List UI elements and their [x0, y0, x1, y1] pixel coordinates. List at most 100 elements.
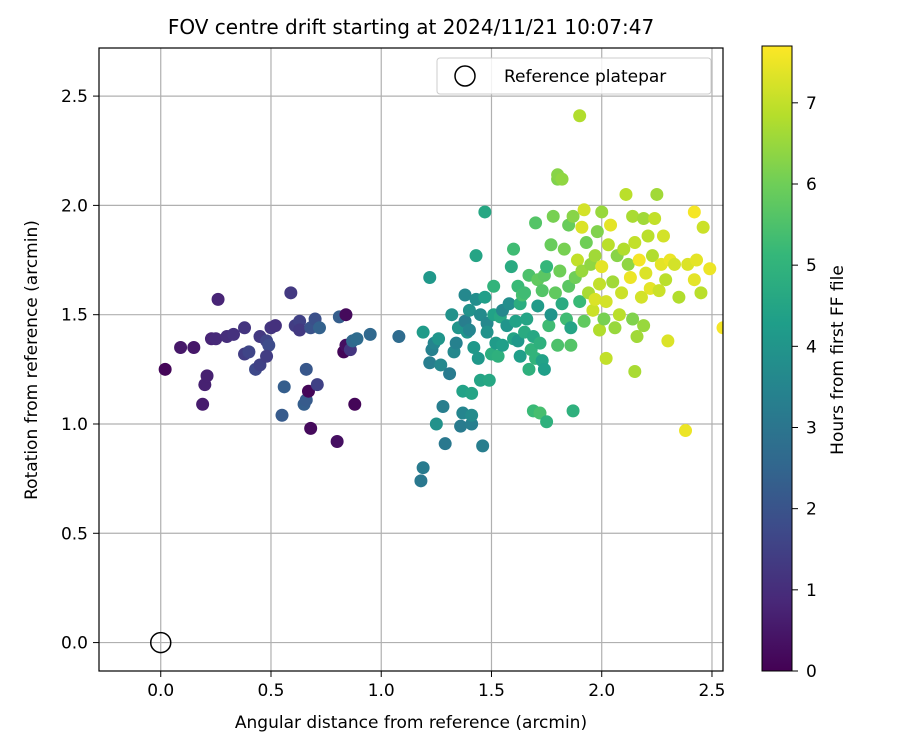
data-point	[606, 275, 620, 289]
data-point	[196, 397, 210, 411]
data-point	[621, 257, 635, 271]
x-tick-label: 0.5	[257, 681, 284, 701]
colorbar: 0 1 2 3 4 5 6 7 Hours from first FF file	[761, 45, 848, 682]
chart-title: FOV centre drift starting at 2024/11/21 …	[168, 15, 654, 39]
data-point	[504, 260, 518, 274]
data-point	[449, 336, 463, 350]
data-point	[529, 216, 543, 230]
data-point	[548, 286, 562, 300]
y-tick-label: 0.0	[61, 634, 88, 654]
data-point	[458, 288, 472, 302]
data-point	[480, 325, 494, 339]
legend: Reference platepar	[436, 57, 712, 95]
colorbar-ticks: 0 1 2 3 4 5 6 7	[792, 94, 817, 682]
data-point	[615, 286, 629, 300]
data-point	[667, 257, 681, 271]
data-point	[648, 212, 662, 226]
data-point	[577, 314, 591, 328]
data-point	[478, 290, 492, 304]
data-point	[227, 327, 241, 341]
data-point	[639, 266, 653, 280]
data-point	[630, 330, 644, 344]
plot-frame	[98, 47, 724, 672]
data-point	[158, 362, 172, 376]
data-point	[542, 319, 556, 333]
data-point	[573, 109, 587, 123]
data-point	[535, 284, 549, 298]
data-point	[595, 205, 609, 219]
data-point	[641, 229, 655, 243]
data-point	[564, 321, 578, 335]
data-point	[518, 286, 532, 300]
colorbar-label: Hours from first FF file	[828, 265, 848, 455]
data-point	[467, 340, 481, 354]
data-point	[544, 308, 558, 322]
data-point	[434, 358, 448, 372]
data-point	[531, 299, 545, 313]
data-point	[462, 323, 476, 337]
data-point	[573, 295, 587, 309]
data-point	[634, 290, 648, 304]
data-point	[687, 205, 701, 219]
data-point	[588, 249, 602, 263]
data-point	[268, 319, 282, 333]
data-point	[537, 362, 551, 376]
data-point	[628, 365, 642, 379]
data-point	[348, 397, 362, 411]
data-point	[238, 321, 252, 335]
data-point	[597, 312, 611, 326]
y-tick-label: 1.0	[61, 415, 88, 435]
data-point	[209, 332, 223, 346]
data-point	[679, 424, 693, 438]
data-point	[260, 349, 274, 363]
data-point	[432, 332, 446, 346]
data-point	[187, 340, 201, 354]
data-point	[310, 378, 324, 392]
data-point	[423, 271, 437, 285]
data-point	[690, 253, 704, 267]
data-point	[312, 321, 326, 335]
data-point	[555, 172, 569, 186]
data-point	[652, 284, 666, 298]
data-point	[469, 249, 483, 263]
data-point	[363, 327, 377, 341]
colorbar-tick-label: 2	[806, 500, 817, 520]
data-point	[586, 303, 600, 317]
data-point	[694, 286, 708, 300]
data-point	[612, 308, 626, 322]
data-point	[659, 273, 673, 287]
data-point	[687, 273, 701, 287]
data-point	[416, 325, 430, 339]
data-point	[436, 399, 450, 413]
data-point	[174, 340, 188, 354]
data-point	[716, 321, 723, 335]
data-point	[593, 323, 607, 337]
data-point	[284, 286, 298, 300]
data-point	[637, 212, 651, 226]
data-point	[632, 253, 646, 267]
data-point	[575, 220, 589, 234]
data-point	[557, 242, 571, 256]
data-point	[482, 373, 496, 387]
colorbar-tick-label: 1	[806, 581, 817, 601]
x-tick-label: 1.5	[478, 681, 505, 701]
data-point	[588, 292, 602, 306]
data-point	[496, 338, 510, 352]
reference-platepar-marker	[149, 631, 172, 654]
data-point	[533, 336, 547, 350]
data-point	[277, 380, 291, 394]
data-point	[540, 415, 554, 429]
colorbar-tick-label: 7	[806, 94, 817, 114]
data-point	[392, 330, 406, 344]
data-point	[551, 338, 565, 352]
data-point	[661, 334, 675, 348]
data-point	[540, 260, 554, 274]
data-point	[579, 236, 593, 250]
data-point	[507, 242, 521, 256]
data-point	[513, 349, 527, 363]
data-point	[595, 260, 609, 274]
y-axis-ticks: 0.0 0.5 1.0 1.5 2.0 2.5	[61, 87, 99, 654]
x-tick-label: 2.0	[588, 681, 615, 701]
data-point	[703, 262, 717, 276]
data-point	[626, 312, 640, 326]
